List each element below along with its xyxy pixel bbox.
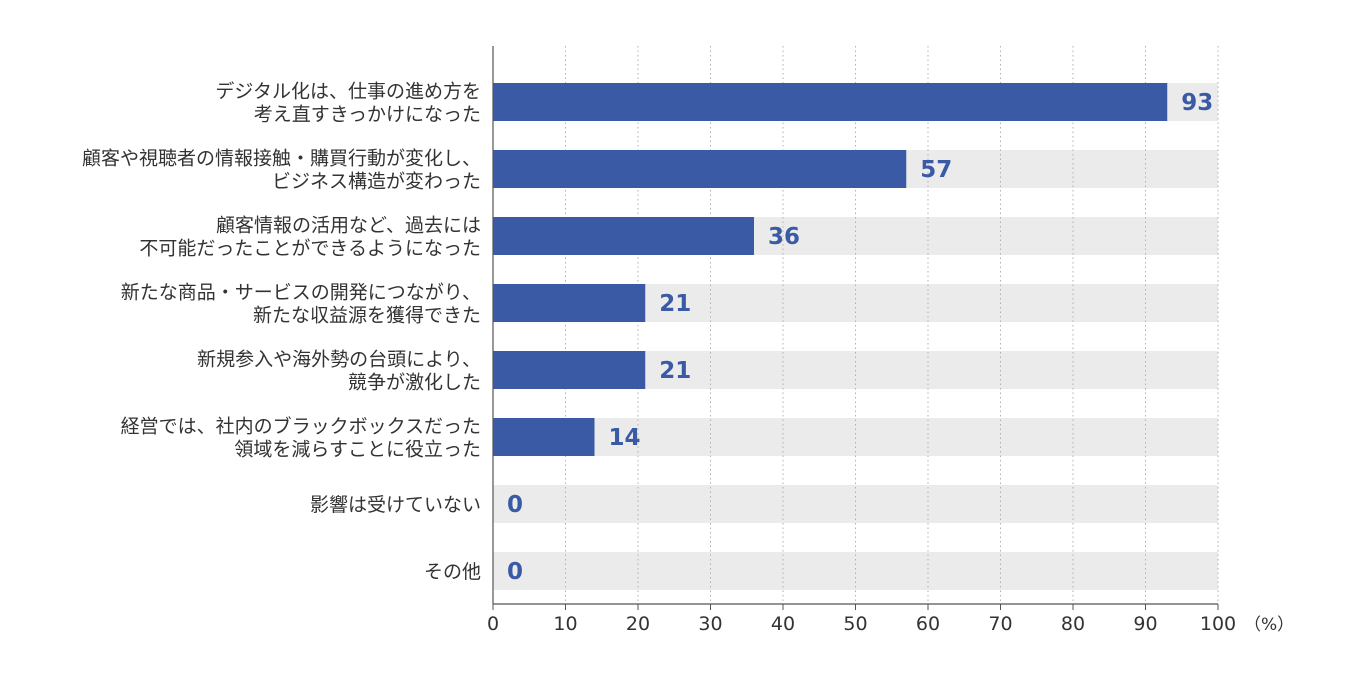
axes <box>492 46 1219 610</box>
category-label-line: 影響は受けていない <box>310 494 481 516</box>
category-label: 経営では、社内のブラックボックスだった領域を減らすことに役立った <box>121 415 481 461</box>
bar <box>493 418 595 456</box>
x-tick-label: 30 <box>698 613 722 635</box>
value-label: 21 <box>659 358 691 384</box>
category-label: デジタル化は、仕事の進め方を考え直すきっかけになった <box>215 81 481 126</box>
value-label: 93 <box>1181 90 1213 116</box>
unit-label: （%） <box>1244 615 1294 635</box>
value-label: 36 <box>768 224 800 250</box>
data-bars <box>493 83 1168 456</box>
category-label-line: その他 <box>424 561 481 583</box>
x-tick-label: 0 <box>487 613 499 635</box>
category-label: 新たな商品・サービスの開発につながり、新たな収益源を獲得できた <box>121 282 481 327</box>
bar <box>493 351 646 389</box>
value-label: 0 <box>507 492 523 518</box>
value-label: 0 <box>507 559 523 585</box>
category-label: 顧客情報の活用など、過去には不可能だったことができるようになった <box>139 215 481 260</box>
category-label-line: デジタル化は、仕事の進め方を <box>215 81 481 103</box>
x-tick-label: 100 <box>1200 613 1236 635</box>
category-label: 顧客や視聴者の情報接触・購買行動が変化し、ビジネス構造が変わった <box>82 148 481 193</box>
category-labels: デジタル化は、仕事の進め方を考え直すきっかけになった顧客や視聴者の情報接触・購買… <box>82 81 481 584</box>
x-tick-label: 10 <box>553 613 577 635</box>
category-label: その他 <box>424 561 481 583</box>
category-label-line: 経営では、社内のブラックボックスだった <box>121 415 481 438</box>
value-label: 21 <box>659 291 691 317</box>
background-bar <box>493 485 1218 523</box>
category-label-line: 不可能だったことができるようになった <box>139 238 481 260</box>
bar <box>493 150 907 188</box>
category-label-line: 新たな商品・サービスの開発につながり、 <box>121 282 481 304</box>
category-label-line: 顧客情報の活用など、過去には <box>216 215 481 237</box>
x-tick-label: 60 <box>916 613 940 635</box>
category-label-line: 新規参入や海外勢の台頭により、 <box>197 349 481 371</box>
value-labels: 93 57 36 21 21 14 0 0 <box>507 90 1213 585</box>
category-label-line: 新たな収益源を獲得できた <box>253 305 481 327</box>
category-label-line: 考え直すきっかけになった <box>254 104 481 126</box>
background-bar <box>493 418 1218 456</box>
value-label: 57 <box>920 157 952 183</box>
x-tick-label: 40 <box>771 613 795 635</box>
category-label-line: 領域を減らすことに役立った <box>234 439 481 461</box>
x-tick-labels: 0 10 20 30 40 50 60 70 80 90 100 <box>487 613 1236 635</box>
category-label-line: 競争が激化した <box>348 372 481 394</box>
background-bar <box>493 552 1218 590</box>
x-tick-label: 90 <box>1133 613 1157 635</box>
value-label: 14 <box>609 425 641 451</box>
x-tick-label: 50 <box>843 613 867 635</box>
category-label: 新規参入や海外勢の台頭により、競争が激化した <box>197 349 481 394</box>
x-tick-label: 70 <box>988 613 1012 635</box>
category-label-line: 顧客や視聴者の情報接触・購買行動が変化し、 <box>82 148 481 170</box>
bar <box>493 217 754 255</box>
category-label: 影響は受けていない <box>310 494 481 516</box>
bar <box>493 83 1168 121</box>
category-label-line: ビジネス構造が変わった <box>272 171 481 193</box>
x-tick-label: 80 <box>1061 613 1085 635</box>
bar <box>493 284 646 322</box>
gridlines <box>565 46 1219 604</box>
x-tick-label: 20 <box>626 613 650 635</box>
